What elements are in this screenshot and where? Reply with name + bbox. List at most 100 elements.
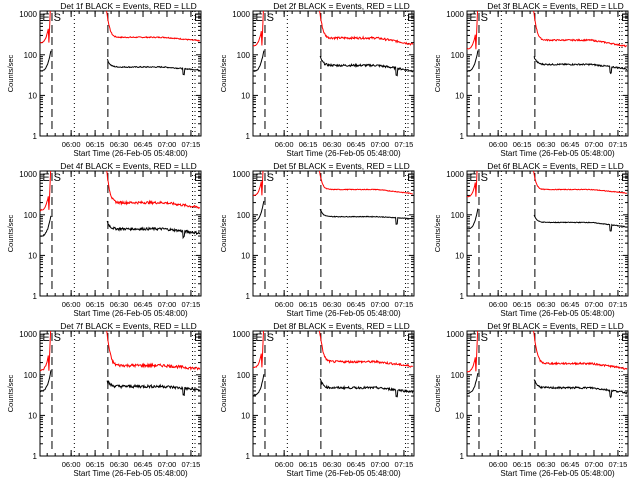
xtick-label: 07:00 [585, 300, 604, 309]
xtick-label: 06:30 [110, 300, 129, 309]
xtick-label: 06:00 [489, 140, 508, 149]
events-series-line [533, 214, 627, 232]
events-series-line [106, 220, 201, 240]
ytick-label: 1 [246, 132, 251, 141]
chart-svg: 1 10 100 1000 06:00 06:15 06:30 06:45 07:00 07:15… [433, 1, 629, 158]
ytick-label: 1000 [232, 330, 250, 339]
panel-det-7f: 1 10 100 1000 06:00 06:15 06:30 06:45 07:00 07:15… [0, 320, 213, 480]
panel-det-6f: 1 10 100 1000 06:00 06:15 06:30 06:45 07:00 07:15… [427, 160, 640, 320]
lld-series-line [533, 11, 627, 48]
ytick-label: 10 [455, 411, 464, 420]
ytick-label: 100 [451, 371, 465, 380]
y-axis-label: Counts/sec [6, 374, 15, 412]
xtick-label: 06:15 [513, 300, 532, 309]
xtick-label: 06:45 [561, 460, 580, 469]
x-axis-label: Start Time (26-Feb-05 05:48:00) [73, 309, 188, 318]
ytick-label: 1000 [19, 170, 37, 179]
lld-series-line [253, 11, 264, 47]
y-axis-label: Counts/sec [433, 374, 442, 412]
lld-series-line [319, 11, 414, 46]
panel-title: Det 2f BLACK = Events, RED = LLD [273, 1, 410, 11]
ytick-label: 1 [33, 132, 38, 141]
lld-series-line [40, 331, 52, 372]
events-series-line [319, 55, 414, 77]
ytick-label: 1000 [446, 170, 464, 179]
plot-frame [466, 10, 629, 137]
ytick-label: 1 [246, 292, 251, 301]
events-series-line [467, 208, 479, 230]
panel-det-8f: 1 10 100 1000 06:00 06:15 06:30 06:45 07:00 07:15… [213, 320, 426, 480]
lld-series-line [253, 171, 264, 196]
xtick-label: 06:45 [134, 140, 153, 149]
xtick-label: 06:30 [110, 460, 129, 469]
x-axis-label: Start Time (26-Feb-05 05:48:00) [286, 469, 401, 478]
xtick-label: 07:00 [158, 300, 177, 309]
xtick-label: 06:00 [275, 460, 294, 469]
panel-title: Det 7f BLACK = Events, RED = LLD [60, 321, 197, 331]
annotation-s: S [481, 12, 488, 24]
lld-series-line [318, 331, 414, 368]
plot-frame [39, 330, 202, 457]
xtick-label: 06:15 [299, 300, 318, 309]
annotation-e: E [469, 172, 476, 184]
xtick-label: 07:00 [158, 460, 177, 469]
chart-svg: 1 10 100 1000 06:00 06:15 06:30 06:45 07:00 07:15… [219, 321, 415, 478]
events-series-line [40, 215, 52, 237]
events-series-line [319, 378, 414, 398]
y-axis-label: Counts/sec [433, 214, 442, 252]
x-axis-label: Start Time (26-Feb-05 05:48:00) [73, 469, 188, 478]
annotation-s: S [481, 172, 488, 184]
xtick-label: 06:00 [62, 460, 81, 469]
annotation-e: E [194, 12, 201, 24]
xtick-label: 07:00 [371, 140, 390, 149]
xtick-label: 07:00 [371, 300, 390, 309]
chart-svg: 1 10 100 1000 06:00 06:15 06:30 06:45 07:00 07:15… [6, 1, 202, 158]
ytick-label: 10 [28, 411, 37, 420]
xtick-label: 06:00 [62, 300, 81, 309]
xtick-label: 06:30 [323, 460, 342, 469]
xtick-label: 06:00 [489, 300, 508, 309]
xtick-label: 06:15 [299, 140, 318, 149]
y-axis-label: Counts/sec [6, 214, 15, 252]
x-axis-label: Start Time (26-Feb-05 05:48:00) [500, 469, 615, 478]
lld-series-line [533, 331, 628, 370]
ytick-label: 10 [455, 251, 464, 260]
xtick-label: 06:15 [513, 140, 532, 149]
xtick-label: 07:00 [158, 140, 177, 149]
annotation-s: S [267, 332, 274, 344]
lld-series-line [40, 171, 52, 212]
xtick-label: 07:15 [182, 460, 201, 469]
xtick-label: 06:30 [110, 140, 129, 149]
panel-title: Det 1f BLACK = Events, RED = LLD [60, 1, 197, 11]
ytick-label: 1000 [19, 330, 37, 339]
xtick-label: 07:15 [609, 300, 628, 309]
lld-series-line [106, 331, 201, 371]
xtick-label: 07:15 [609, 140, 628, 149]
xtick-label: 06:45 [561, 140, 580, 149]
xtick-label: 06:30 [537, 140, 556, 149]
xtick-label: 06:30 [323, 300, 342, 309]
annotation-s: S [267, 12, 274, 24]
xtick-label: 07:15 [395, 460, 414, 469]
ytick-label: 100 [24, 211, 38, 220]
xtick-label: 06:30 [537, 300, 556, 309]
lld-series-line [318, 171, 414, 195]
ytick-label: 100 [24, 51, 38, 60]
x-axis-label: Start Time (26-Feb-05 05:48:00) [73, 149, 188, 158]
x-axis-label: Start Time (26-Feb-05 05:48:00) [286, 149, 401, 158]
xtick-label: 06:45 [347, 460, 366, 469]
xtick-label: 06:00 [62, 140, 81, 149]
panel-title: Det 5f BLACK = Events, RED = LLD [273, 161, 410, 171]
events-series-line [319, 208, 414, 225]
chart-svg: 1 10 100 1000 06:00 06:15 06:30 06:45 07:00 07:15… [219, 161, 415, 318]
lld-series-line [467, 171, 478, 198]
events-series-line [467, 50, 479, 72]
xtick-label: 06:00 [275, 140, 294, 149]
events-series-line [40, 50, 52, 72]
ytick-label: 1 [460, 132, 465, 141]
ytick-label: 1 [246, 452, 251, 461]
lld-series-line [40, 11, 51, 44]
ytick-label: 1 [33, 452, 38, 461]
xtick-label: 06:00 [275, 300, 294, 309]
events-series-line [106, 380, 200, 397]
